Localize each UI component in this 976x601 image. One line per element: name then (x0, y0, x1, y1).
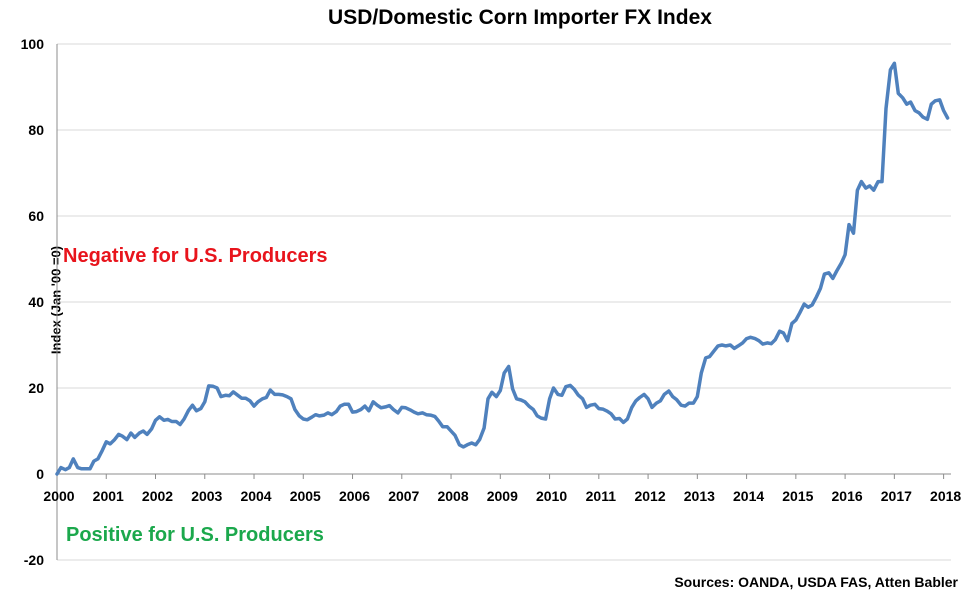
x-tick-label: 2007 (388, 488, 419, 504)
x-tick-label: 2009 (487, 488, 518, 504)
y-tick-label: 40 (28, 294, 44, 310)
y-tick-label: 60 (28, 208, 44, 224)
negative-annotation: Negative for U.S. Producers (63, 245, 328, 267)
x-tick-label: 2004 (240, 488, 271, 504)
positive-annotation: Positive for U.S. Producers (66, 524, 324, 546)
x-tick-label: 2012 (634, 488, 665, 504)
chart-title: USD/Domestic Corn Importer FX Index (328, 6, 712, 29)
x-tick-label: 2006 (339, 488, 370, 504)
series-line (55, 61, 950, 476)
x-tick-label: 2016 (832, 488, 863, 504)
y-tick-label: 80 (28, 122, 44, 138)
source-note: Sources: OANDA, USDA FAS, Atten Babler (674, 574, 958, 590)
x-tick-label: 2001 (93, 488, 124, 504)
x-tick-label: 2017 (881, 488, 912, 504)
x-tick-label: 2018 (930, 488, 961, 504)
x-tick-label: 2014 (733, 488, 764, 504)
x-tick-label: 2008 (437, 488, 468, 504)
x-tick-label: 2015 (782, 488, 813, 504)
y-tick-label: 20 (28, 380, 44, 396)
x-tick-label: 2000 (43, 488, 74, 504)
y-tick-label: 0 (36, 466, 44, 482)
x-tick-label: 2010 (536, 488, 567, 504)
x-tick-label: 2005 (290, 488, 321, 504)
x-tick-label: 2013 (684, 488, 715, 504)
x-tick-label: 2002 (142, 488, 173, 504)
x-tick-label: 2003 (191, 488, 222, 504)
y-tick-label: 100 (21, 36, 45, 52)
y-tick-label: -20 (24, 552, 44, 568)
x-tick-label: 2011 (586, 488, 617, 504)
